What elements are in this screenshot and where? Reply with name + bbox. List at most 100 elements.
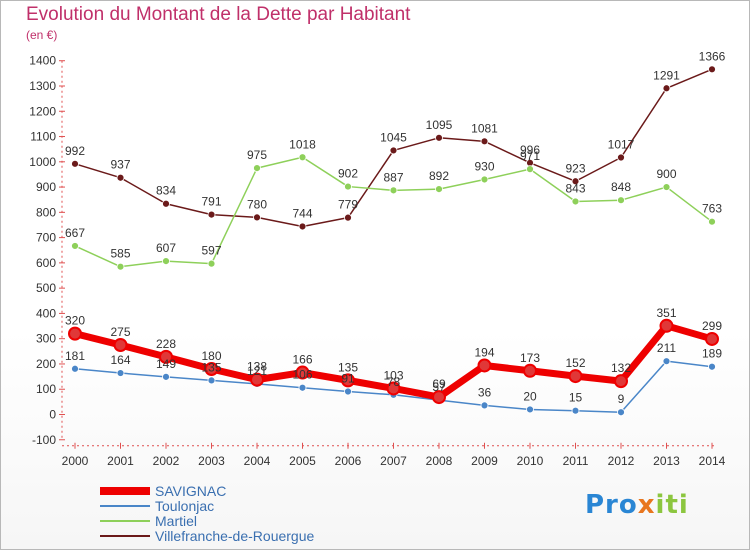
- x-tick-label: 2014: [699, 454, 726, 468]
- data-label: 902: [338, 167, 358, 181]
- data-label: 189: [702, 347, 722, 361]
- x-tick-label: 2011: [563, 454, 589, 468]
- data-point: [344, 213, 352, 222]
- data-point: [523, 363, 537, 378]
- data-point: [68, 326, 82, 341]
- data-label: 585: [110, 247, 130, 261]
- y-tick-label: 800: [36, 205, 56, 219]
- x-tick-label: 2005: [289, 454, 316, 468]
- data-label: 992: [65, 144, 85, 158]
- x-tick-label: 2001: [107, 454, 134, 468]
- data-label: 1081: [471, 121, 498, 135]
- data-label: 211: [657, 341, 676, 355]
- data-point: [298, 153, 307, 162]
- data-label: 166: [292, 353, 312, 367]
- data-point: [435, 185, 443, 193]
- data-point: [162, 257, 170, 266]
- data-point: [344, 182, 352, 191]
- legend-label: Toulonjac: [155, 498, 214, 514]
- data-point: [253, 213, 261, 222]
- data-label: 57: [432, 380, 446, 394]
- logo-part-2: x: [637, 490, 656, 520]
- data-point: [162, 199, 170, 208]
- data-label: 1095: [426, 118, 453, 132]
- data-label: 194: [474, 345, 494, 359]
- data-point: [568, 369, 583, 384]
- y-tick-label: 1300: [29, 79, 56, 93]
- data-point: [250, 372, 264, 387]
- y-tick-label: 1200: [29, 104, 56, 118]
- data-label: 275: [110, 325, 130, 339]
- y-tick-label: 1400: [29, 54, 56, 68]
- y-tick-label: 900: [36, 180, 56, 194]
- y-tick-label: 300: [36, 332, 56, 346]
- data-point: [71, 364, 79, 373]
- x-tick-label: 2012: [608, 454, 635, 468]
- data-label: 173: [520, 351, 540, 365]
- data-point: [614, 374, 628, 389]
- data-label: 149: [156, 357, 176, 371]
- data-point: [71, 159, 79, 168]
- data-point: [659, 318, 674, 333]
- x-tick-label: 2006: [335, 454, 362, 468]
- data-point: [662, 84, 671, 93]
- data-point: [116, 369, 125, 377]
- data-label: 780: [247, 197, 267, 211]
- data-point: [159, 349, 173, 364]
- data-point: [253, 164, 261, 173]
- data-point: [617, 408, 625, 417]
- data-point: [477, 358, 492, 373]
- x-tick-label: 2003: [198, 454, 225, 468]
- data-label: 843: [565, 181, 585, 195]
- data-point: [207, 376, 216, 385]
- data-label: 152: [565, 356, 585, 370]
- data-label: 228: [156, 337, 176, 351]
- data-point: [480, 137, 489, 146]
- x-tick-label: 2002: [153, 454, 180, 468]
- data-point: [480, 175, 489, 184]
- data-point: [113, 338, 128, 353]
- data-label: 848: [611, 180, 631, 194]
- data-point: [341, 373, 355, 388]
- x-tick-label: 2007: [380, 454, 407, 468]
- logo-part-3: iti: [655, 490, 689, 520]
- data-point: [162, 372, 170, 381]
- data-point: [295, 365, 310, 380]
- data-point: [662, 183, 671, 191]
- data-label: 106: [292, 368, 312, 382]
- data-point: [705, 331, 719, 346]
- data-label: 1017: [608, 138, 635, 152]
- data-point: [298, 383, 307, 392]
- x-tick-label: 2013: [653, 454, 680, 468]
- data-label: 597: [201, 244, 221, 258]
- x-tick-label: 2004: [244, 454, 271, 468]
- chart-title: Evolution du Montant de la Dette par Hab…: [26, 4, 411, 25]
- proxiti-logo: Proxiti: [585, 490, 689, 520]
- data-point: [480, 401, 489, 410]
- y-tick-label: 700: [36, 231, 56, 245]
- y-tick-label: 1100: [30, 130, 56, 144]
- data-label: 779: [338, 198, 358, 212]
- data-label: 1291: [653, 68, 680, 82]
- data-label: 91: [341, 372, 355, 386]
- data-label: 667: [65, 226, 85, 240]
- data-point: [662, 357, 671, 366]
- data-label: 15: [569, 391, 583, 405]
- data-label: 164: [110, 353, 130, 367]
- data-label: 9: [618, 392, 625, 406]
- data-point: [116, 173, 125, 182]
- data-label: 299: [702, 319, 722, 333]
- data-point: [435, 133, 443, 142]
- y-tick-label: 400: [36, 306, 56, 320]
- data-label: 900: [656, 167, 676, 181]
- logo-part-1: Pro: [585, 490, 638, 520]
- legend-label: SAVIGNAC: [155, 483, 226, 499]
- data-label: 971: [520, 149, 540, 163]
- data-point: [207, 259, 216, 268]
- data-point: [298, 222, 307, 231]
- data-label: 1366: [699, 49, 726, 63]
- data-label: 791: [201, 195, 221, 209]
- data-label: 975: [247, 148, 267, 162]
- data-label: 78: [387, 375, 401, 389]
- data-point: [526, 165, 534, 174]
